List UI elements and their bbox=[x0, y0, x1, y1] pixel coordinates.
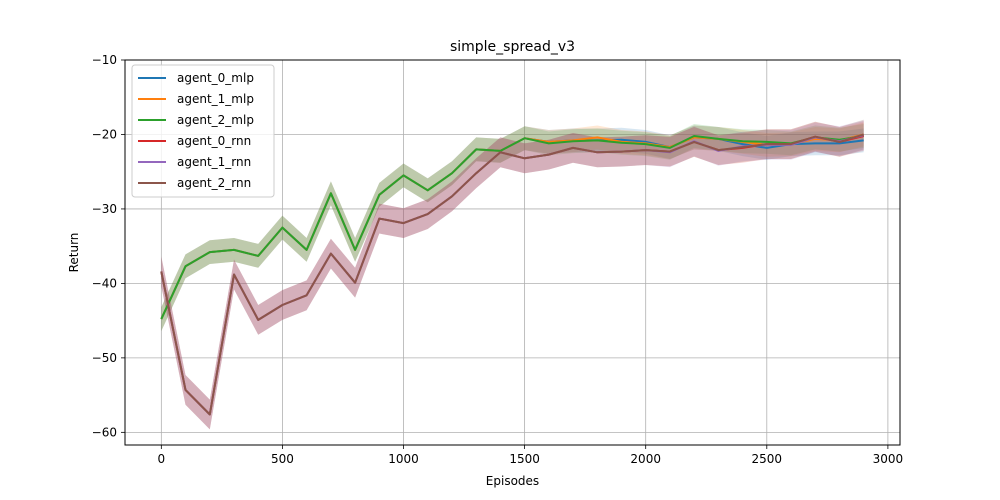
grid-lines bbox=[125, 59, 900, 445]
x-tick-label: 500 bbox=[271, 452, 294, 466]
x-axis-label: Episodes bbox=[486, 474, 539, 488]
legend-label: agent_0_rnn bbox=[177, 134, 251, 148]
series-lines bbox=[160, 133, 864, 416]
y-tick-label: −30 bbox=[92, 202, 117, 216]
x-tick-label: 3000 bbox=[873, 452, 904, 466]
legend: agent_0_mlp agent_1_mlp agent_2_mlp agent_0… bbox=[131, 64, 275, 198]
legend-label: agent_2_rnn bbox=[177, 176, 251, 190]
y-tick-label: −10 bbox=[92, 53, 117, 67]
axis-ticks: 0 500 1000 1500 2000 2500 3000 −60 −50 −40 −30 −20 −… bbox=[92, 53, 903, 466]
y-tick-label: −50 bbox=[92, 351, 117, 365]
x-tick-label: 2500 bbox=[752, 452, 783, 466]
chart-title: simple_spread_v3 bbox=[450, 39, 575, 55]
x-tick-label: 2000 bbox=[630, 452, 661, 466]
legend-label: agent_2_mlp bbox=[177, 113, 254, 127]
agent_1_rnn-band bbox=[161, 120, 864, 430]
agent_0_mlp-band bbox=[161, 125, 864, 332]
legend-label: agent_1_rnn bbox=[177, 155, 251, 169]
plot-frame bbox=[124, 59, 901, 446]
legend-box bbox=[131, 64, 275, 198]
y-tick-label: −20 bbox=[92, 127, 117, 141]
legend-label: agent_1_mlp bbox=[177, 92, 254, 106]
agent_2_rnn-line bbox=[160, 133, 864, 416]
x-tick-label: 1000 bbox=[388, 452, 419, 466]
x-tick-label: 1500 bbox=[509, 452, 540, 466]
y-tick-label: −40 bbox=[92, 276, 117, 290]
y-axis-label: Return bbox=[67, 233, 81, 273]
legend-label: agent_0_mlp bbox=[177, 71, 254, 85]
agent_2_mlp-line bbox=[160, 135, 864, 320]
agent_2_rnn-band bbox=[161, 119, 864, 430]
agent_0_rnn-band bbox=[161, 121, 864, 430]
x-tick-label: 0 bbox=[158, 452, 166, 466]
y-tick-label: −60 bbox=[92, 425, 117, 439]
